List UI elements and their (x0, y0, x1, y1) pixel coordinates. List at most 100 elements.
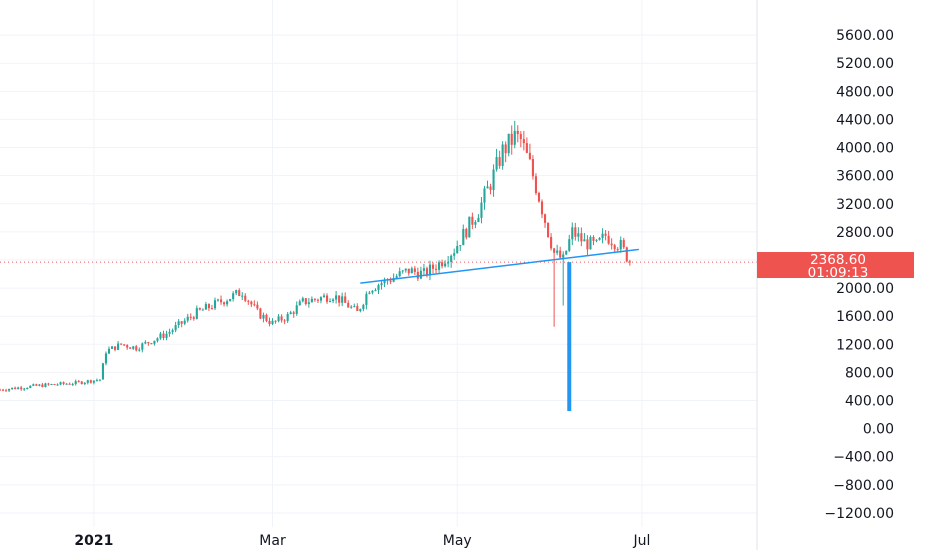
candle-body (628, 261, 631, 263)
candle-body (568, 239, 571, 251)
y-tick-label: −1200.00 (824, 506, 894, 522)
candle-body (513, 130, 516, 145)
candle-body (335, 295, 338, 300)
candle-body (419, 270, 422, 279)
candle-body (407, 268, 410, 274)
candle-body (250, 301, 253, 305)
candle-body (292, 312, 295, 314)
candle-body (589, 237, 592, 250)
candle-body (422, 268, 425, 271)
candle-body (356, 306, 359, 311)
candle-body (177, 321, 180, 326)
candle-body (492, 169, 495, 190)
candle-body (310, 298, 313, 303)
candle-body (117, 343, 120, 350)
candle-body (150, 343, 153, 345)
candle-body (468, 216, 471, 238)
candle-body (380, 283, 383, 286)
candle-body (401, 270, 404, 272)
candle-body (622, 240, 625, 248)
candle-body (162, 333, 165, 339)
candle-body (104, 353, 108, 364)
candle-body (98, 379, 101, 381)
candle-body (571, 227, 574, 240)
candle-body (580, 233, 583, 242)
candle-body (483, 188, 486, 203)
candle-body (316, 299, 319, 301)
candle-body (265, 314, 268, 321)
y-tick-label: 0.00 (863, 422, 894, 438)
candle-body (77, 381, 80, 383)
candle-body (65, 383, 68, 385)
bar-countdown: 01:09:13 (808, 265, 869, 281)
candle-body (38, 384, 41, 386)
candle-body (165, 333, 168, 339)
candle-body (238, 290, 241, 297)
candle-body (516, 130, 519, 135)
x-tick-label: May (443, 533, 472, 549)
candle-body (207, 304, 210, 309)
candle-body (404, 268, 407, 271)
candle-body (562, 254, 565, 258)
candle-body (531, 159, 534, 177)
trendline[interactable] (360, 248, 639, 284)
candle-body (371, 290, 374, 293)
candle-body (431, 264, 435, 269)
candle-body (129, 347, 132, 349)
candle-body (147, 342, 150, 344)
candle-body (465, 228, 468, 238)
candle-body (547, 222, 550, 237)
candle-body (389, 280, 392, 282)
candle-body (507, 133, 510, 154)
candle-body (413, 268, 416, 272)
x-tick-label: Mar (259, 533, 286, 549)
x-tick-label: Jul (632, 533, 650, 549)
candle-body (550, 236, 553, 249)
candle-body (247, 300, 250, 302)
candle-body (441, 262, 444, 267)
candle-body (522, 139, 525, 144)
candle-body (471, 216, 474, 225)
candle-body (32, 384, 35, 386)
candle-body (501, 144, 504, 166)
candle-body (8, 389, 11, 391)
y-tick-label: 3200.00 (836, 197, 894, 213)
candle-body (11, 387, 14, 390)
candle-body (368, 292, 371, 294)
candle-body (20, 387, 23, 390)
current-price-tag: 2368.60 01:09:13 (757, 252, 914, 281)
y-tick-label: 4800.00 (836, 84, 894, 100)
y-tick-label: 400.00 (845, 394, 894, 410)
time-axis[interactable]: 2021 Mar May Jul (74, 533, 650, 549)
candle-body (577, 233, 580, 237)
candle-body (92, 380, 95, 383)
candle-body (204, 304, 207, 310)
candle-body (489, 186, 492, 190)
candle-body (398, 271, 401, 277)
candle-body (171, 330, 174, 332)
candle-body (35, 384, 38, 386)
candle-body (50, 384, 53, 386)
candle-body (365, 293, 368, 305)
candle-body (71, 384, 74, 386)
candle-body (144, 342, 147, 344)
candle-body (486, 186, 489, 189)
candle-body (186, 316, 189, 321)
candle-body (610, 243, 613, 246)
candle-body (135, 346, 138, 351)
candle-body (101, 363, 105, 380)
candle-body (229, 298, 232, 302)
candle-body (80, 381, 83, 384)
candle-body (277, 316, 280, 322)
candle-body (56, 384, 59, 386)
candle-body (438, 262, 441, 270)
candle-body (383, 279, 386, 284)
candle-body (244, 295, 247, 301)
candle-body (613, 245, 616, 250)
candle-body (89, 380, 92, 383)
candle-body (392, 278, 395, 282)
candle-body (138, 349, 141, 351)
candle-body (586, 239, 589, 250)
candle-body (601, 233, 604, 238)
